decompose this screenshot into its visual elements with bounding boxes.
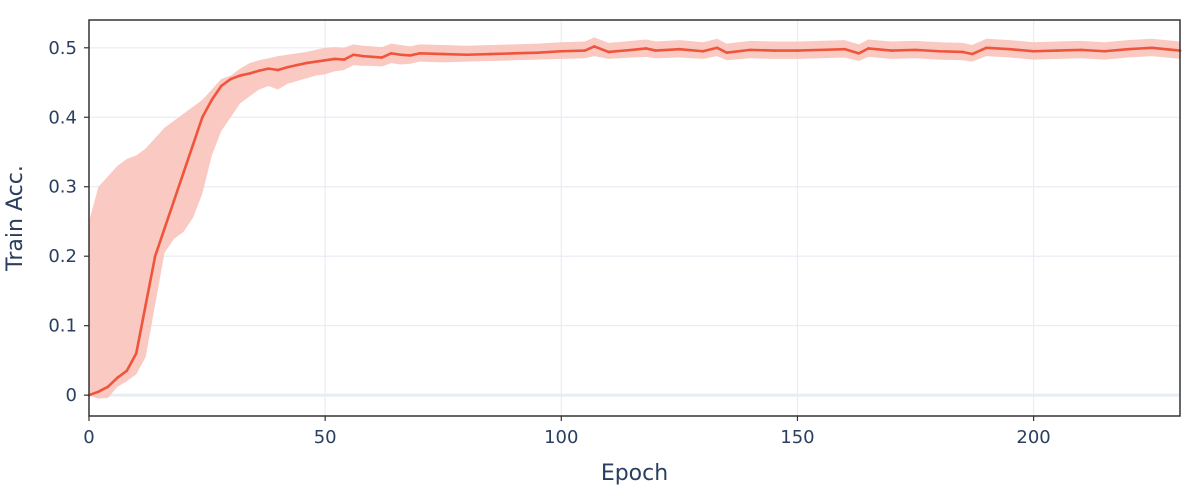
data-point — [238, 74, 242, 77]
data-point — [536, 51, 539, 54]
data-point — [134, 352, 138, 355]
y-axis-title: Train Acc. — [3, 165, 28, 272]
data-point — [201, 115, 204, 119]
data-point — [937, 49, 941, 53]
data-point — [106, 385, 110, 389]
data-point — [210, 98, 214, 102]
data-point — [559, 49, 563, 53]
data-point — [1032, 49, 1035, 53]
data-point — [286, 65, 289, 69]
data-point — [418, 52, 421, 55]
data-point — [276, 68, 280, 72]
data-point — [408, 54, 412, 57]
data-point — [144, 303, 147, 307]
data-point — [116, 376, 119, 380]
x-axis-title: Epoch — [601, 461, 668, 486]
data-point — [866, 47, 870, 50]
data-point — [1055, 49, 1059, 52]
data-point — [97, 390, 100, 393]
data-point — [1103, 49, 1106, 53]
data-point — [125, 369, 129, 373]
y-tick-label: 0 — [66, 385, 77, 406]
data-point — [583, 49, 587, 52]
data-point — [248, 72, 251, 75]
data-point — [191, 143, 195, 147]
data-point — [630, 48, 634, 52]
y-tick-label: 0.5 — [48, 38, 77, 59]
data-point — [1126, 47, 1130, 51]
data-point — [890, 49, 894, 52]
data-point — [1150, 46, 1153, 50]
y-tick-label: 0.1 — [48, 316, 77, 337]
data-point — [182, 171, 185, 175]
data-point — [371, 55, 374, 59]
data-point — [748, 48, 752, 52]
x-tick-label: 150 — [780, 427, 814, 448]
data-point — [219, 84, 223, 88]
data-point — [163, 227, 166, 230]
data-point — [819, 48, 823, 52]
data-point — [715, 46, 719, 50]
data-point — [1079, 48, 1083, 52]
data-point — [172, 199, 176, 202]
data-point — [323, 58, 327, 62]
data-point — [593, 45, 596, 48]
data-point — [489, 52, 492, 56]
data-point — [701, 49, 705, 53]
data-point — [914, 48, 917, 52]
y-tick-label: 0.3 — [48, 177, 77, 198]
data-point — [389, 52, 393, 55]
data-point — [857, 52, 861, 55]
data-point — [607, 50, 610, 54]
x-tick-label: 50 — [314, 427, 337, 448]
data-point — [295, 63, 299, 67]
data-point — [725, 51, 728, 54]
data-point — [257, 69, 261, 73]
data-point — [229, 77, 232, 81]
data-point — [985, 46, 988, 50]
data-point — [678, 47, 681, 51]
data-point — [361, 54, 365, 58]
data-point — [314, 60, 318, 63]
data-point — [961, 50, 965, 54]
data-point — [970, 52, 974, 56]
x-tick-label: 200 — [1016, 427, 1050, 448]
data-point — [654, 49, 658, 52]
data-point — [1008, 47, 1012, 51]
data-points-layer — [87, 45, 1182, 397]
data-point — [441, 52, 445, 56]
x-axis-ticks: 0 50 100 150 200 — [83, 416, 1051, 448]
data-point — [380, 56, 384, 59]
y-tick-label: 0.2 — [48, 246, 77, 267]
data-point — [352, 53, 355, 57]
data-point — [267, 67, 270, 70]
data-point — [796, 49, 799, 52]
x-tick-label: 100 — [544, 427, 578, 448]
data-point — [333, 57, 336, 61]
data-point — [645, 47, 648, 50]
data-point — [843, 47, 846, 51]
data-point — [304, 61, 308, 65]
data-point — [772, 49, 776, 52]
data-point — [342, 58, 346, 61]
data-point — [153, 254, 157, 258]
x-tick-label: 0 — [83, 427, 94, 448]
data-point — [399, 53, 403, 57]
y-axis-ticks: 0 0.1 0.2 0.3 0.4 0.5 — [48, 38, 89, 406]
data-point — [512, 52, 516, 55]
y-tick-label: 0.4 — [48, 107, 77, 128]
data-point — [465, 53, 469, 57]
plot-frame — [88, 19, 1181, 417]
